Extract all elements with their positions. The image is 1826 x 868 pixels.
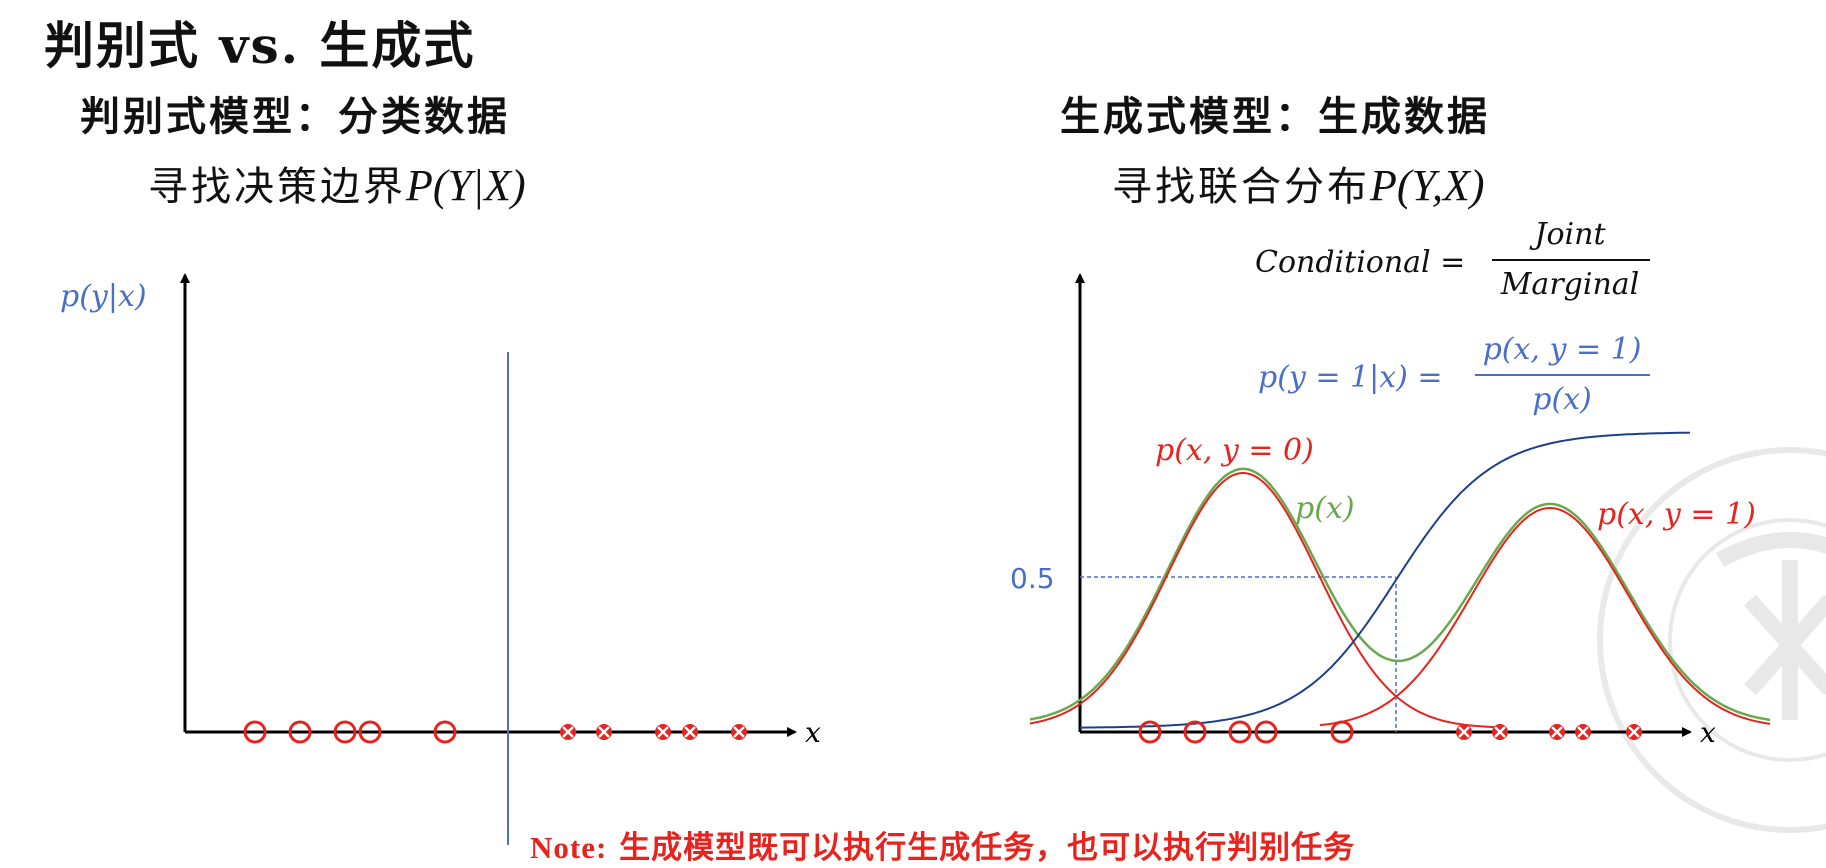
left-panel-heading: 判别式模型：分类数据	[80, 93, 510, 140]
half-label: 0.5	[1010, 562, 1055, 595]
conditional-denominator: Marginal	[1500, 267, 1640, 302]
left-class0-circle-marker	[358, 720, 382, 744]
left-class1-cross-marker	[731, 724, 747, 740]
left-class0-circle-marker	[433, 720, 457, 744]
bayes-denominator: p(x)	[1532, 382, 1592, 417]
conditional-numerator: Joint	[1528, 217, 1606, 252]
left-class1-cross-marker	[560, 724, 576, 740]
left-class1-cross-marker	[682, 724, 698, 740]
left-panel-subheading: 寻找决策边界P(Y|X)	[148, 154, 526, 212]
right-class1-cross-marker	[1626, 724, 1642, 740]
right-class1-cross-marker	[1575, 724, 1591, 740]
left-class0-markers	[243, 720, 457, 744]
left-sub-math: P(Y|X)	[406, 161, 526, 210]
left-class1-markers	[560, 724, 747, 740]
joint-y1-curve	[1319, 506, 1771, 727]
joint-y1-label: p(x, y = 1)	[1597, 497, 1756, 532]
left-class0-circle-marker	[288, 720, 312, 744]
note-body: 生成模型既可以执行生成任务，也可以执行判别任务	[619, 830, 1356, 866]
right-panel-heading: 生成式模型：生成数据	[1060, 93, 1490, 140]
bayes-numerator: p(x, y = 1)	[1483, 332, 1642, 367]
marginal-px-curve	[1029, 467, 1771, 722]
conditional-lhs: Conditional =	[1255, 245, 1465, 280]
right-class0-circle-marker	[1228, 720, 1252, 744]
marginal-px-label: p(x)	[1295, 491, 1355, 526]
university-seal-watermark	[1597, 447, 1826, 833]
left-class1-cross-marker	[596, 724, 612, 740]
left-y-axis-label: p(y|x)	[60, 279, 147, 314]
right-panel-subheading: 寻找联合分布P(Y,X)	[1112, 154, 1485, 212]
left-class0-circle-marker	[243, 720, 267, 744]
right-class0-markers	[1138, 720, 1354, 744]
note-prefix: Note:	[530, 830, 608, 865]
right-x-axis-label: x	[1700, 716, 1716, 749]
right-class1-cross-marker	[1492, 724, 1508, 740]
bayes-lhs: p(y = 1|x) =	[1258, 360, 1443, 395]
slide-title: 判别式 vs. 生成式	[44, 16, 476, 75]
right-class0-circle-marker	[1254, 720, 1278, 744]
left-x-axis-label: x	[805, 716, 821, 749]
right-sub-text: 寻找联合分布	[1112, 164, 1370, 210]
right-class0-circle-marker	[1330, 720, 1354, 744]
right-class0-circle-marker	[1183, 720, 1207, 744]
right-chart: x 0.5 p(x, y = 0) p(x) p(x, y = 1) Condi…	[1010, 217, 1771, 749]
posterior-curve	[1080, 431, 1691, 729]
joint-y0-label: p(x, y = 0)	[1155, 433, 1314, 468]
left-chart: p(y|x) x	[60, 273, 821, 845]
joint-y0-curve	[1029, 472, 1501, 729]
right-class1-markers	[1456, 724, 1642, 740]
left-class1-cross-marker	[655, 724, 671, 740]
conditional-formula: Conditional = Joint Marginal	[1255, 217, 1650, 302]
right-class0-circle-marker	[1138, 720, 1162, 744]
right-class1-cross-marker	[1549, 724, 1565, 740]
left-sub-text: 寻找决策边界	[148, 164, 406, 210]
right-sub-math: P(Y,X)	[1370, 161, 1485, 210]
note-text: Note: 生成模型既可以执行生成任务，也可以执行判别任务	[530, 822, 1355, 867]
left-class0-circle-marker	[333, 720, 357, 744]
right-class1-cross-marker	[1456, 724, 1472, 740]
bayes-formula: p(y = 1|x) = p(x, y = 1) p(x)	[1258, 332, 1650, 417]
